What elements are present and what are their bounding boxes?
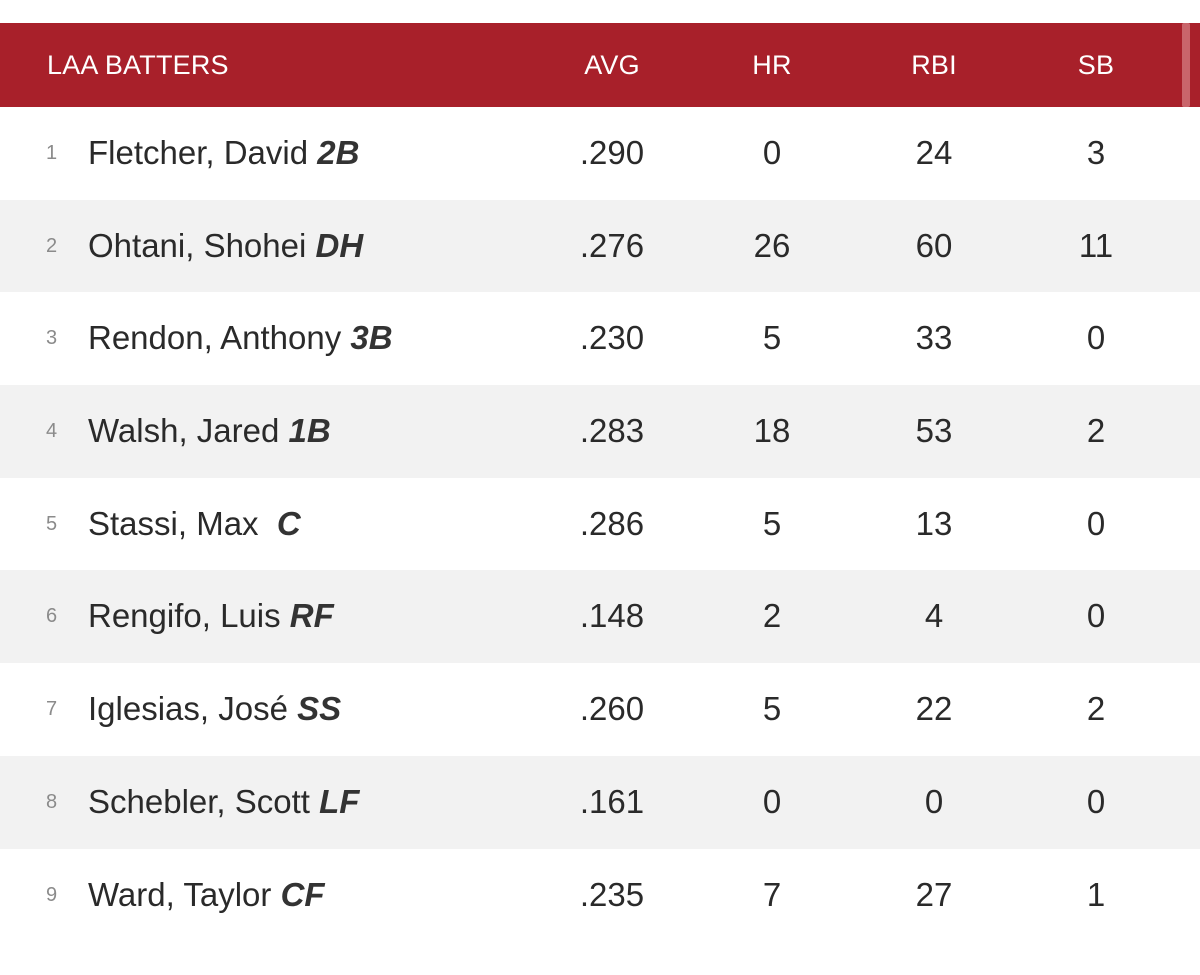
player-name[interactable]: Stassi, Max	[88, 504, 259, 542]
column-header-hr[interactable]: HR	[752, 50, 792, 80]
player-name-cell[interactable]: Rendon, Anthony 3B	[88, 292, 393, 385]
table-row[interactable]: 1 Fletcher, David 2B .290 0 24 3	[0, 107, 1200, 200]
sb-cell: 0	[1086, 782, 1106, 820]
sb-cell: 0	[1086, 504, 1106, 542]
avg-cell: .290	[579, 134, 645, 171]
player-name[interactable]: Fletcher, David	[88, 134, 309, 171]
player-position: CF	[280, 875, 325, 913]
player-name[interactable]: Ohtani, Shohei	[88, 226, 307, 264]
table-row[interactable]: 9 Ward, Taylor CF .235 7 27 1	[0, 849, 1200, 942]
sb-cell: 3	[1086, 134, 1106, 171]
batting-order-number: 9	[46, 883, 58, 906]
table-row[interactable]: 2 Ohtani, Shohei DH .276 26 60 11	[0, 199, 1200, 293]
avg-cell: .283	[579, 412, 645, 450]
player-name[interactable]: Iglesias, José	[88, 690, 288, 728]
rbi-cell: 60	[915, 226, 953, 264]
hr-cell: 2	[762, 597, 782, 635]
scrollbar-thumb[interactable]	[1182, 23, 1190, 107]
batting-order-number: 1	[46, 142, 58, 164]
player-name[interactable]: Rendon, Anthony	[88, 319, 342, 357]
sb-cell: 11	[1078, 226, 1114, 264]
sb-cell: 0	[1086, 597, 1106, 635]
player-name-cell[interactable]: Schebler, Scott LF	[88, 756, 359, 849]
player-name-cell[interactable]: Fletcher, David 2B	[88, 107, 359, 200]
hr-cell: 0	[762, 782, 782, 820]
player-name[interactable]: Ward, Taylor	[88, 875, 272, 913]
sb-cell: 0	[1086, 319, 1106, 357]
player-position: 3B	[350, 319, 393, 357]
hr-cell: 5	[762, 690, 782, 728]
player-name-cell[interactable]: Walsh, Jared 1B	[88, 385, 331, 478]
avg-cell: .148	[579, 597, 645, 635]
column-header-avg[interactable]: AVG	[584, 50, 640, 80]
batting-order-number: 4	[46, 420, 58, 443]
avg-cell: .276	[579, 226, 645, 264]
player-position: SS	[297, 690, 342, 728]
player-name-cell[interactable]: Ohtani, Shohei DH	[88, 200, 363, 293]
avg-cell: .286	[579, 504, 645, 542]
avg-cell: .230	[579, 319, 645, 357]
batting-order-number: 6	[46, 605, 58, 628]
column-header-sb[interactable]: SB	[1077, 50, 1115, 80]
rbi-cell: 33	[915, 319, 953, 357]
table-row[interactable]: 8 Schebler, Scott LF .161 0 0 0	[0, 755, 1200, 849]
batting-order-number: 7	[46, 698, 58, 721]
batting-order-number: 5	[46, 512, 58, 535]
column-header-rbi[interactable]: RBI	[911, 50, 957, 80]
player-name-cell[interactable]: Ward, Taylor CF	[88, 849, 325, 942]
batting-order-number: 3	[46, 327, 58, 350]
hr-cell: 18	[753, 412, 791, 450]
rbi-cell: 24	[915, 134, 953, 171]
player-position: 2B	[317, 134, 360, 171]
sb-cell: 1	[1086, 875, 1106, 913]
table-row[interactable]: 3 Rendon, Anthony 3B .230 5 33 0	[0, 292, 1200, 385]
hr-cell: 5	[762, 319, 782, 357]
player-position: LF	[319, 782, 360, 820]
rbi-cell: 0	[924, 782, 944, 820]
table-title: LAA BATTERS	[47, 50, 229, 80]
player-position: 1B	[288, 412, 331, 450]
player-name-cell[interactable]: Stassi, Max C	[88, 478, 301, 571]
player-position: DH	[315, 226, 364, 264]
table-row[interactable]: 4 Walsh, Jared 1B .283 18 53 2	[0, 385, 1200, 478]
hr-cell: 26	[753, 226, 791, 264]
table-row[interactable]: 6 Rengifo, Luis RF .148 2 4 0	[0, 570, 1200, 664]
table-header: LAA BATTERS AVG HR RBI SB	[0, 23, 1200, 107]
sb-cell: 2	[1086, 412, 1106, 450]
player-name[interactable]: Rengifo, Luis	[88, 597, 281, 635]
rbi-cell: 22	[915, 690, 953, 728]
rbi-cell: 4	[924, 597, 944, 635]
hr-cell: 5	[762, 504, 782, 542]
player-name[interactable]: Walsh, Jared	[88, 412, 280, 450]
player-name[interactable]: Schebler, Scott	[88, 782, 310, 820]
batters-table: 1 Fletcher, David 2B .290 0 24 3 2 Ohtan…	[0, 107, 1200, 941]
rbi-cell: 53	[915, 412, 953, 450]
hr-cell: 7	[762, 875, 782, 913]
player-position: C	[276, 504, 301, 542]
table-row[interactable]: 5 Stassi, Max C .286 5 13 0	[0, 478, 1200, 571]
rbi-cell: 27	[915, 875, 953, 913]
batting-order-number: 8	[46, 790, 58, 813]
avg-cell: .161	[579, 782, 645, 820]
player-name-cell[interactable]: Rengifo, Luis RF	[88, 570, 334, 663]
top-spacer	[0, 0, 1200, 23]
rbi-cell: 13	[915, 504, 953, 542]
hr-cell: 0	[762, 134, 782, 171]
table-row[interactable]: 7 Iglesias, José SS .260 5 22 2	[0, 663, 1200, 756]
sb-cell: 2	[1086, 690, 1106, 728]
avg-cell: .235	[579, 875, 645, 913]
player-position: RF	[289, 597, 334, 635]
avg-cell: .260	[579, 690, 645, 728]
batting-order-number: 2	[46, 234, 58, 257]
player-name-cell[interactable]: Iglesias, José SS	[88, 663, 341, 756]
